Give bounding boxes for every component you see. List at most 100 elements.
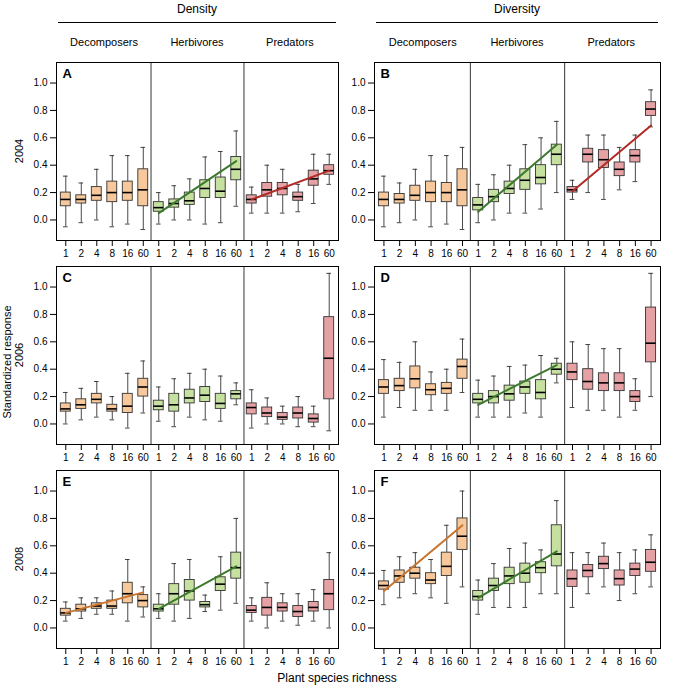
svg-text:8: 8 xyxy=(523,452,529,463)
svg-text:0.4: 0.4 xyxy=(352,159,366,170)
svg-text:0.2: 0.2 xyxy=(352,595,366,606)
svg-text:60: 60 xyxy=(457,248,469,259)
svg-text:0.8: 0.8 xyxy=(34,309,48,320)
svg-text:16: 16 xyxy=(215,656,227,667)
svg-text:2: 2 xyxy=(79,248,85,259)
svg-text:60: 60 xyxy=(646,452,658,463)
svg-text:16: 16 xyxy=(630,452,642,463)
svg-text:1: 1 xyxy=(156,656,162,667)
svg-text:60: 60 xyxy=(646,248,658,259)
svg-text:E: E xyxy=(63,474,72,489)
svg-text:2: 2 xyxy=(171,452,177,463)
svg-text:60: 60 xyxy=(551,656,563,667)
svg-text:4: 4 xyxy=(601,656,607,667)
svg-text:60: 60 xyxy=(138,452,150,463)
svg-text:2: 2 xyxy=(585,248,591,259)
svg-text:0.8: 0.8 xyxy=(352,513,366,524)
svg-text:16: 16 xyxy=(536,248,548,259)
svg-text:0.4: 0.4 xyxy=(352,567,366,578)
svg-text:1: 1 xyxy=(249,248,255,259)
svg-text:1.0: 1.0 xyxy=(34,485,48,496)
svg-text:8: 8 xyxy=(428,656,434,667)
svg-text:0.6: 0.6 xyxy=(34,336,48,347)
svg-text:8: 8 xyxy=(523,248,529,259)
svg-text:60: 60 xyxy=(324,452,336,463)
svg-text:2: 2 xyxy=(397,248,403,259)
svg-text:8: 8 xyxy=(202,656,208,667)
svg-text:2: 2 xyxy=(79,656,85,667)
svg-text:1.0: 1.0 xyxy=(34,77,48,88)
svg-text:16: 16 xyxy=(441,452,453,463)
svg-text:B: B xyxy=(381,66,390,81)
svg-text:8: 8 xyxy=(295,656,301,667)
svg-text:2: 2 xyxy=(264,248,270,259)
svg-text:60: 60 xyxy=(551,452,563,463)
svg-text:4: 4 xyxy=(413,248,419,259)
svg-text:0.0: 0.0 xyxy=(34,622,48,633)
svg-text:4: 4 xyxy=(601,248,607,259)
svg-text:8: 8 xyxy=(428,248,434,259)
svg-text:A: A xyxy=(63,66,73,81)
svg-text:1: 1 xyxy=(381,656,387,667)
svg-text:1: 1 xyxy=(63,452,69,463)
svg-text:8: 8 xyxy=(202,248,208,259)
svg-text:60: 60 xyxy=(324,248,336,259)
svg-text:1: 1 xyxy=(475,656,481,667)
svg-text:2: 2 xyxy=(171,248,177,259)
svg-text:16: 16 xyxy=(215,452,227,463)
svg-text:0.2: 0.2 xyxy=(34,187,48,198)
svg-text:1: 1 xyxy=(381,452,387,463)
svg-text:0.6: 0.6 xyxy=(352,132,366,143)
svg-text:60: 60 xyxy=(324,656,336,667)
svg-text:8: 8 xyxy=(202,452,208,463)
svg-text:16: 16 xyxy=(308,452,320,463)
svg-text:4: 4 xyxy=(280,248,286,259)
svg-text:60: 60 xyxy=(231,656,243,667)
svg-text:1: 1 xyxy=(381,248,387,259)
svg-text:4: 4 xyxy=(94,452,100,463)
svg-text:60: 60 xyxy=(457,656,469,667)
svg-text:F: F xyxy=(381,474,389,489)
svg-text:60: 60 xyxy=(646,656,658,667)
svg-text:16: 16 xyxy=(630,248,642,259)
svg-text:0.2: 0.2 xyxy=(34,595,48,606)
svg-text:16: 16 xyxy=(441,656,453,667)
svg-text:1: 1 xyxy=(249,452,255,463)
svg-text:16: 16 xyxy=(536,656,548,667)
svg-text:0.2: 0.2 xyxy=(352,187,366,198)
svg-text:16: 16 xyxy=(122,656,134,667)
svg-text:8: 8 xyxy=(523,656,529,667)
svg-text:4: 4 xyxy=(280,656,286,667)
svg-text:16: 16 xyxy=(536,452,548,463)
svg-text:16: 16 xyxy=(308,248,320,259)
svg-text:0.6: 0.6 xyxy=(34,132,48,143)
svg-text:1: 1 xyxy=(63,656,69,667)
svg-text:1.0: 1.0 xyxy=(352,77,366,88)
svg-text:1.0: 1.0 xyxy=(352,281,366,292)
svg-text:1: 1 xyxy=(570,248,576,259)
svg-text:4: 4 xyxy=(94,248,100,259)
svg-text:2: 2 xyxy=(397,656,403,667)
svg-text:60: 60 xyxy=(138,248,150,259)
svg-text:1.0: 1.0 xyxy=(34,281,48,292)
svg-text:16: 16 xyxy=(215,248,227,259)
svg-text:1: 1 xyxy=(63,248,69,259)
svg-text:2: 2 xyxy=(585,452,591,463)
svg-text:0.8: 0.8 xyxy=(34,105,48,116)
svg-text:8: 8 xyxy=(109,452,115,463)
svg-text:2: 2 xyxy=(264,656,270,667)
svg-text:16: 16 xyxy=(122,248,134,259)
svg-text:8: 8 xyxy=(109,248,115,259)
svg-text:0.0: 0.0 xyxy=(34,214,48,225)
svg-text:4: 4 xyxy=(94,656,100,667)
svg-text:0.2: 0.2 xyxy=(34,391,48,402)
svg-text:2: 2 xyxy=(171,656,177,667)
svg-text:1: 1 xyxy=(249,656,255,667)
svg-text:1: 1 xyxy=(156,248,162,259)
svg-text:16: 16 xyxy=(122,452,134,463)
svg-text:4: 4 xyxy=(187,248,193,259)
svg-text:1: 1 xyxy=(570,656,576,667)
svg-text:16: 16 xyxy=(441,248,453,259)
svg-text:8: 8 xyxy=(617,452,623,463)
svg-text:1: 1 xyxy=(475,248,481,259)
